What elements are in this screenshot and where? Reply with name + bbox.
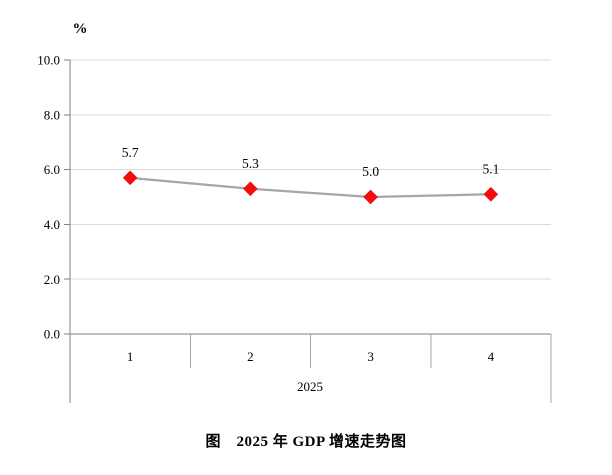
y-axis-unit-label: % [73, 21, 88, 37]
data-point-marker [122, 170, 138, 186]
x-axis-category-label: 3 [367, 349, 374, 364]
series-line [129, 176, 492, 199]
data-point-label: 5.7 [122, 145, 139, 160]
x-axis-category-label: 4 [488, 349, 495, 364]
labels-group: 0.0 2.0 4.0 6.0 8.0 10.0 5.7 1 5.3 2 5.0 3 5.1 4 [37, 53, 499, 364]
axes-group [64, 59, 552, 403]
x-axis-category-label: 1 [127, 349, 134, 364]
gdp-line-chart: % 0.0 2.0 4.0 6.0 8.0 10.0 5.7 1 5.3 2 5.0 3 5.1 4 20… [37, 21, 552, 403]
y-axis-tick-label: 0.0 [44, 327, 60, 342]
data-point-label: 5.1 [482, 161, 499, 176]
y-axis-tick-label: 4.0 [44, 217, 60, 232]
y-axis-tick-label: 10.0 [37, 53, 60, 68]
y-axis-tick-label: 8.0 [44, 107, 60, 122]
figure-caption: 图 2025 年 GDP 增速走势图 [205, 434, 407, 450]
data-point-label: 5.3 [242, 156, 259, 171]
data-point-marker [363, 189, 378, 205]
y-axis-tick-label: 2.0 [44, 272, 60, 287]
data-point-marker [483, 186, 499, 202]
gridlines-group [70, 59, 551, 280]
data-point-marker [243, 181, 258, 197]
y-axis-tick-label: 6.0 [44, 162, 60, 177]
x-axis-category-label: 2 [247, 349, 254, 364]
x-axis-group-label: 2025 [297, 379, 323, 394]
data-point-label: 5.0 [362, 164, 379, 179]
data-series-group [122, 170, 499, 205]
